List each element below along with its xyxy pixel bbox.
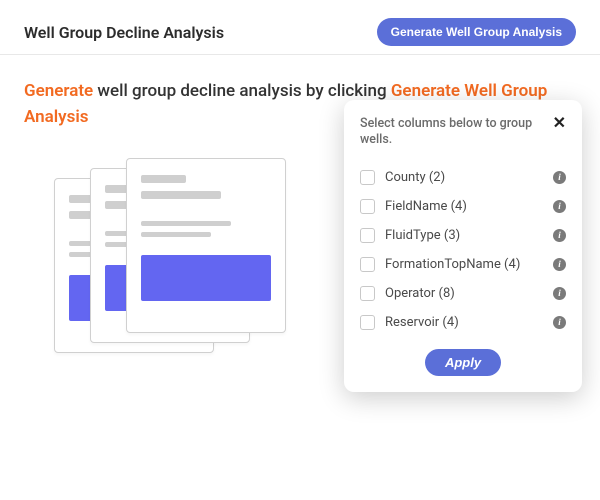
documents-illustration [54,158,294,348]
column-label: County (2) [385,170,445,185]
popup-header: Select columns below to group wells. ✕ [360,116,566,149]
checkbox[interactable] [360,315,375,330]
checkbox[interactable] [360,170,375,185]
column-label: FieldName (4) [385,199,467,214]
column-row[interactable]: FormationTopName (4) i [360,250,566,279]
column-row[interactable]: Reservoir (4) i [360,308,566,337]
instruction-mid: well group decline analysis by clicking [93,81,391,101]
doc-card [126,158,286,333]
generate-analysis-button[interactable]: Generate Well Group Analysis [377,18,576,46]
column-label: FluidType (3) [385,228,460,243]
column-row[interactable]: Operator (8) i [360,279,566,308]
info-icon[interactable]: i [553,258,566,271]
column-row[interactable]: FluidType (3) i [360,221,566,250]
column-row[interactable]: FieldName (4) i [360,192,566,221]
checkbox[interactable] [360,199,375,214]
popup-title: Select columns below to group wells. [360,116,553,149]
checkbox[interactable] [360,228,375,243]
column-label: Reservoir (4) [385,315,459,330]
column-row[interactable]: County (2) i [360,163,566,192]
info-icon[interactable]: i [553,171,566,184]
page-title: Well Group Decline Analysis [24,23,224,42]
info-icon[interactable]: i [553,316,566,329]
column-label: Operator (8) [385,286,455,301]
header-bar: Well Group Decline Analysis Generate Wel… [0,0,600,55]
checkbox[interactable] [360,257,375,272]
column-select-popup: Select columns below to group wells. ✕ C… [344,100,582,392]
info-icon[interactable]: i [553,200,566,213]
close-icon[interactable]: ✕ [553,116,566,132]
checkbox[interactable] [360,286,375,301]
info-icon[interactable]: i [553,229,566,242]
column-label: FormationTopName (4) [385,257,520,272]
instruction-accent-prefix: Generate [24,81,93,101]
info-icon[interactable]: i [553,287,566,300]
apply-button[interactable]: Apply [425,349,501,376]
